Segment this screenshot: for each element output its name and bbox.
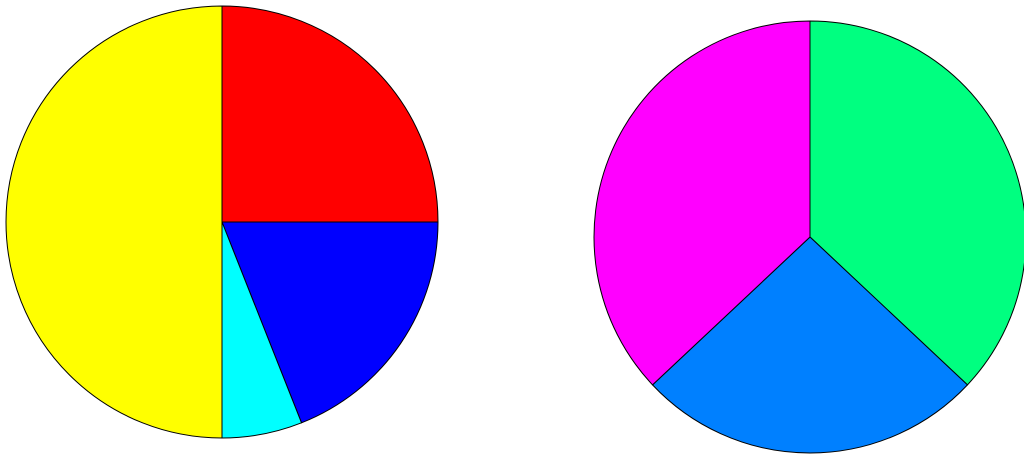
pie-slice [652,236,968,454]
pie-slice [5,5,223,439]
pie-slice [221,221,439,424]
pie-slice [593,20,811,386]
pie-slice [221,5,439,223]
pie-slice [809,20,1024,386]
